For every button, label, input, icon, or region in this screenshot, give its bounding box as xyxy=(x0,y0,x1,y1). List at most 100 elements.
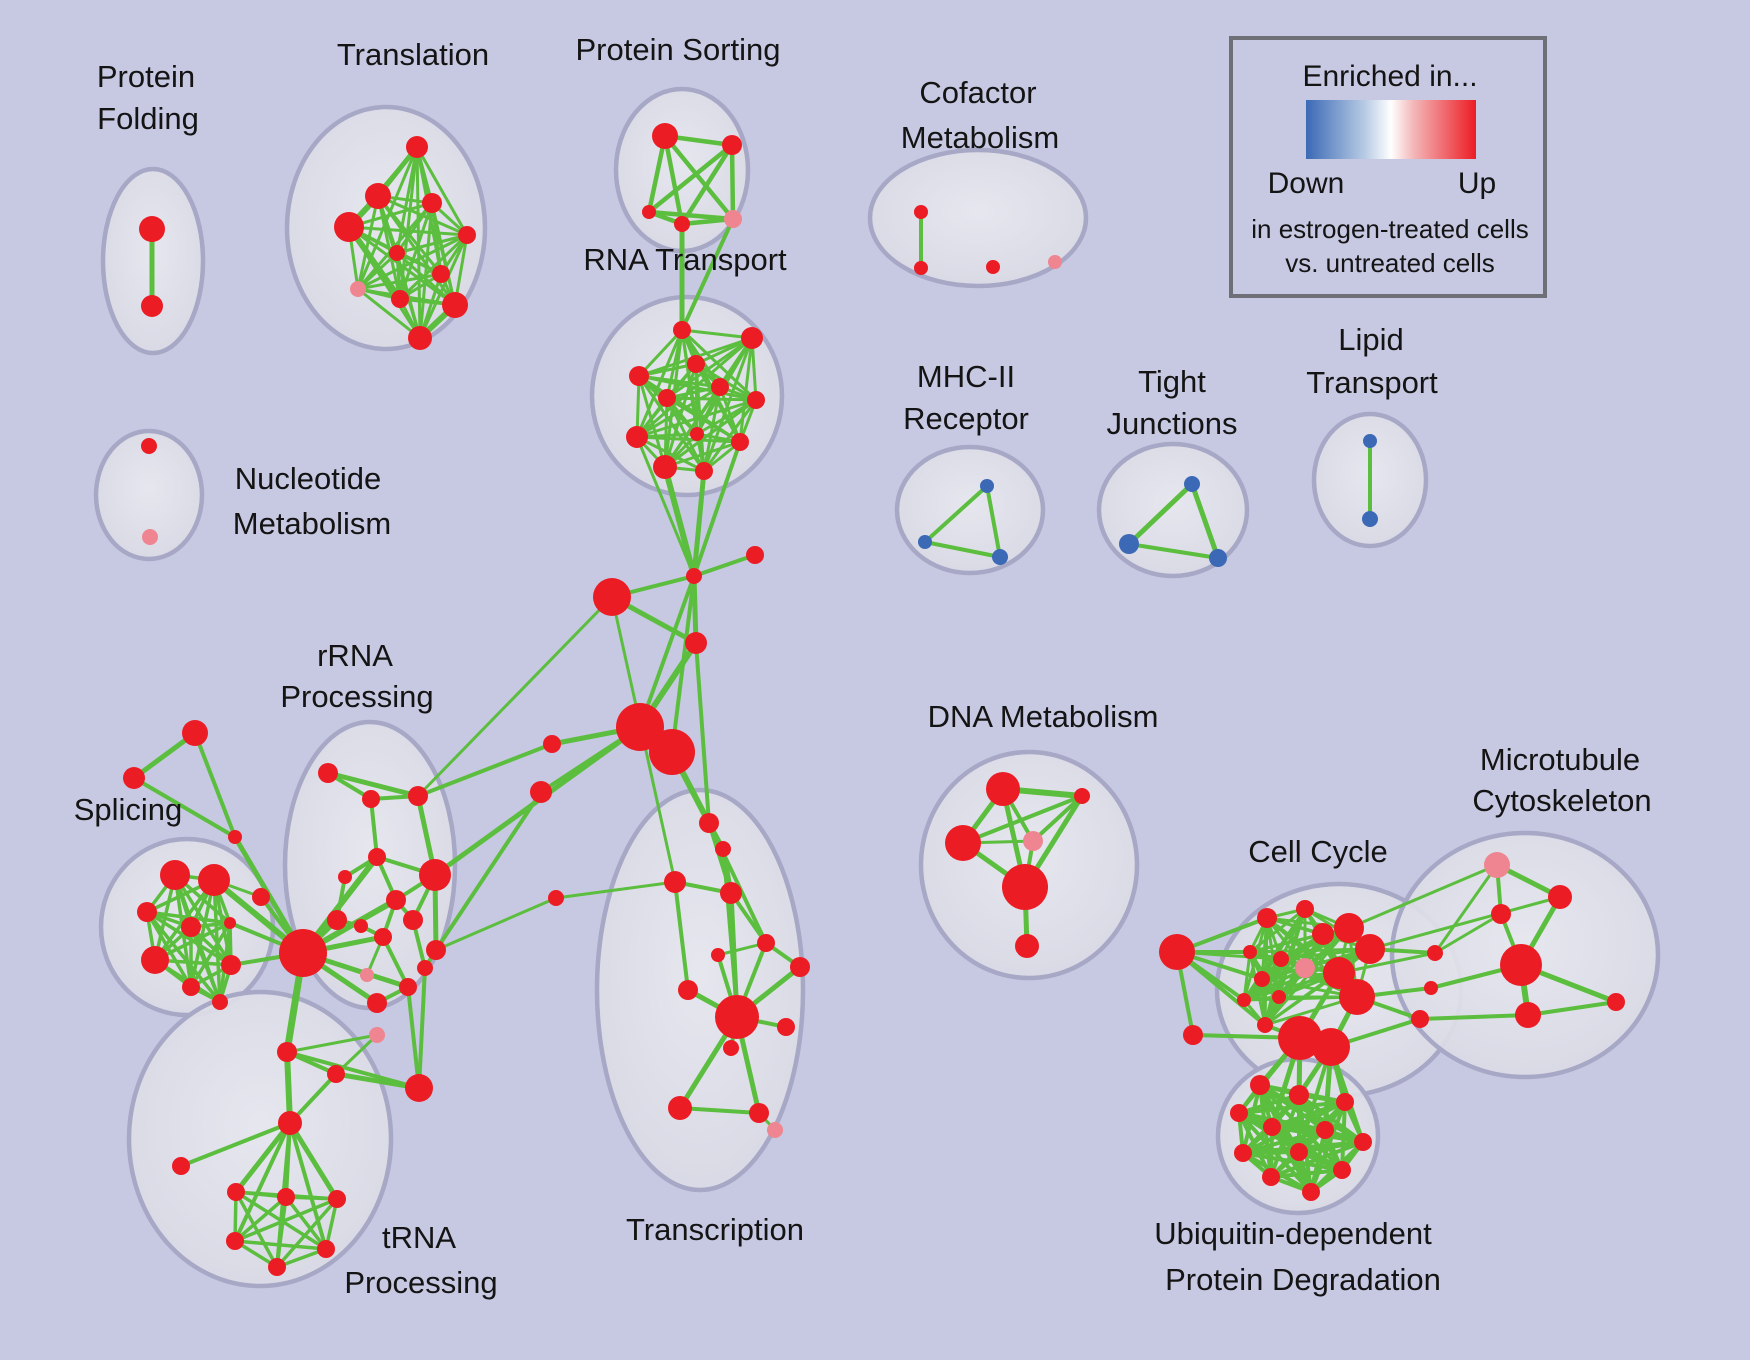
edge-rt1-rt8[interactable] xyxy=(635,328,684,439)
node-sp3-up[interactable] xyxy=(137,902,157,922)
node-rr15-up[interactable] xyxy=(417,960,433,976)
edge-cc4-mt1[interactable] xyxy=(1347,863,1499,930)
node-tr11-up[interactable] xyxy=(408,326,432,350)
node-tr2-up[interactable] xyxy=(365,183,391,209)
node-j1-up[interactable] xyxy=(686,568,702,584)
node-cm4-up[interactable] xyxy=(1048,255,1062,269)
node-ps5-up[interactable] xyxy=(724,210,742,228)
node-t2-up[interactable] xyxy=(715,841,731,857)
node-rrA-up[interactable] xyxy=(252,888,270,906)
node-ub10-up[interactable] xyxy=(1262,1168,1280,1186)
node-t8-up[interactable] xyxy=(678,980,698,1000)
edge-s_t1-s_t3[interactable] xyxy=(193,731,237,839)
edge-rt11-j1[interactable] xyxy=(662,464,697,579)
node-tH-up[interactable] xyxy=(715,995,759,1039)
node-tj1-down[interactable] xyxy=(1184,476,1200,492)
edge-ps1-ps4[interactable] xyxy=(662,133,685,227)
node-cm2-up[interactable] xyxy=(914,261,928,275)
edge-tr5-tr9[interactable] xyxy=(398,233,469,301)
edge-tn2-tn7[interactable] xyxy=(234,1190,279,1269)
edge-ub8-ub11[interactable] xyxy=(1241,1151,1344,1172)
node-cc12-up[interactable] xyxy=(1257,1017,1273,1033)
edge-rt5-rt6[interactable] xyxy=(665,385,722,400)
node-tr4-up[interactable] xyxy=(334,212,364,242)
edge-rrD-rr15[interactable] xyxy=(417,966,427,1090)
edge-rr16-t_l[interactable] xyxy=(434,896,558,952)
node-rr12-up[interactable] xyxy=(360,968,374,982)
edge-ps2-ps3[interactable] xyxy=(646,142,735,215)
node-tn1-up[interactable] xyxy=(172,1157,190,1175)
edge-cc8-cc11[interactable] xyxy=(1242,966,1307,1002)
node-mt4-up[interactable] xyxy=(1515,1002,1541,1028)
node-rr14-up[interactable] xyxy=(367,993,387,1013)
edge-mt3-cj1[interactable] xyxy=(1433,912,1503,955)
edge-rt10-j1[interactable] xyxy=(692,440,742,578)
node-rr10-up[interactable] xyxy=(374,928,392,946)
node-mh2-down[interactable] xyxy=(918,535,932,549)
node-tn6-up[interactable] xyxy=(317,1240,335,1258)
node-cj3-up[interactable] xyxy=(1411,1010,1429,1028)
node-dm1-up[interactable] xyxy=(986,772,1020,806)
node-rrB-up[interactable] xyxy=(277,1042,297,1062)
node-rr6-up[interactable] xyxy=(338,870,352,884)
node-tr9-up[interactable] xyxy=(391,290,409,308)
node-t12-up[interactable] xyxy=(749,1103,769,1123)
edge-tr4-tr5[interactable] xyxy=(347,225,469,237)
edge-tnH-tn6[interactable] xyxy=(288,1121,328,1251)
edge-ub6-ub8[interactable] xyxy=(1241,1128,1327,1155)
edge-rrE-rrB[interactable] xyxy=(285,1033,379,1054)
node-rr9-up[interactable] xyxy=(354,919,368,933)
edge-tr1-tr5[interactable] xyxy=(415,145,469,237)
node-rt6-up[interactable] xyxy=(658,389,676,407)
node-cc13-up[interactable] xyxy=(1323,957,1355,989)
edge-tnH-tn5[interactable] xyxy=(233,1121,292,1243)
edge-mh1-mh3[interactable] xyxy=(985,484,1002,559)
node-ub2-up[interactable] xyxy=(1289,1085,1309,1105)
node-rt2-up[interactable] xyxy=(741,327,763,349)
edge-rt4-rt11[interactable] xyxy=(637,374,667,469)
node-sp7-up[interactable] xyxy=(221,955,241,975)
edge-cc2-cc6[interactable] xyxy=(1248,907,1307,954)
edge-mt4-cj3[interactable] xyxy=(1418,1013,1530,1021)
node-rr11-up[interactable] xyxy=(403,910,423,930)
node-tn3-up[interactable] xyxy=(277,1188,295,1206)
node-ub3-up[interactable] xyxy=(1336,1093,1354,1111)
edge-rt4-rt7[interactable] xyxy=(637,374,758,402)
edge-tj2-tj3[interactable] xyxy=(1127,542,1220,560)
node-cm1-up[interactable] xyxy=(914,205,928,219)
node-dm4-up[interactable] xyxy=(1023,831,1043,851)
node-cj2-up[interactable] xyxy=(1424,981,1438,995)
edge-mh1-mh2[interactable] xyxy=(923,484,989,544)
edge-rt8-j1[interactable] xyxy=(635,435,696,578)
edge-j1-bn1[interactable] xyxy=(638,574,696,729)
node-tj2-down[interactable] xyxy=(1119,534,1139,554)
node-j5-up[interactable] xyxy=(530,781,552,803)
node-ub4-up[interactable] xyxy=(1230,1104,1248,1122)
node-t11-up[interactable] xyxy=(668,1096,692,1120)
node-ub7-up[interactable] xyxy=(1354,1133,1372,1151)
node-tr5-up[interactable] xyxy=(458,226,476,244)
node-rrD-up[interactable] xyxy=(405,1074,433,1102)
edge-rrD-rrB[interactable] xyxy=(285,1050,421,1090)
node-ub11-up[interactable] xyxy=(1333,1161,1351,1179)
node-cc7-up[interactable] xyxy=(1273,951,1289,967)
node-sp5-up[interactable] xyxy=(224,917,236,929)
edge-tnH-tn4[interactable] xyxy=(287,1120,340,1202)
edge-tr3-tr10[interactable] xyxy=(430,201,457,307)
edge-rrD-rr13[interactable] xyxy=(406,985,421,1090)
node-ps4-up[interactable] xyxy=(674,216,690,232)
edge-t11-t12[interactable] xyxy=(678,1106,761,1115)
node-rr4-up[interactable] xyxy=(368,848,386,866)
node-rr13-up[interactable] xyxy=(399,978,417,996)
edge-ub7-ub9[interactable] xyxy=(1297,1140,1365,1154)
node-s_t2-up[interactable] xyxy=(123,767,145,789)
node-rt5-up[interactable] xyxy=(711,378,729,396)
edge-rt2-rt12[interactable] xyxy=(702,336,754,473)
node-tr3-up[interactable] xyxy=(422,193,442,213)
node-rr8-up[interactable] xyxy=(327,910,347,930)
node-cc2-up[interactable] xyxy=(1296,900,1314,918)
node-t10-up[interactable] xyxy=(723,1040,739,1056)
node-rrC-up[interactable] xyxy=(327,1065,345,1083)
node-ub9-up[interactable] xyxy=(1290,1143,1308,1161)
edge-j2-j1[interactable] xyxy=(692,553,757,578)
